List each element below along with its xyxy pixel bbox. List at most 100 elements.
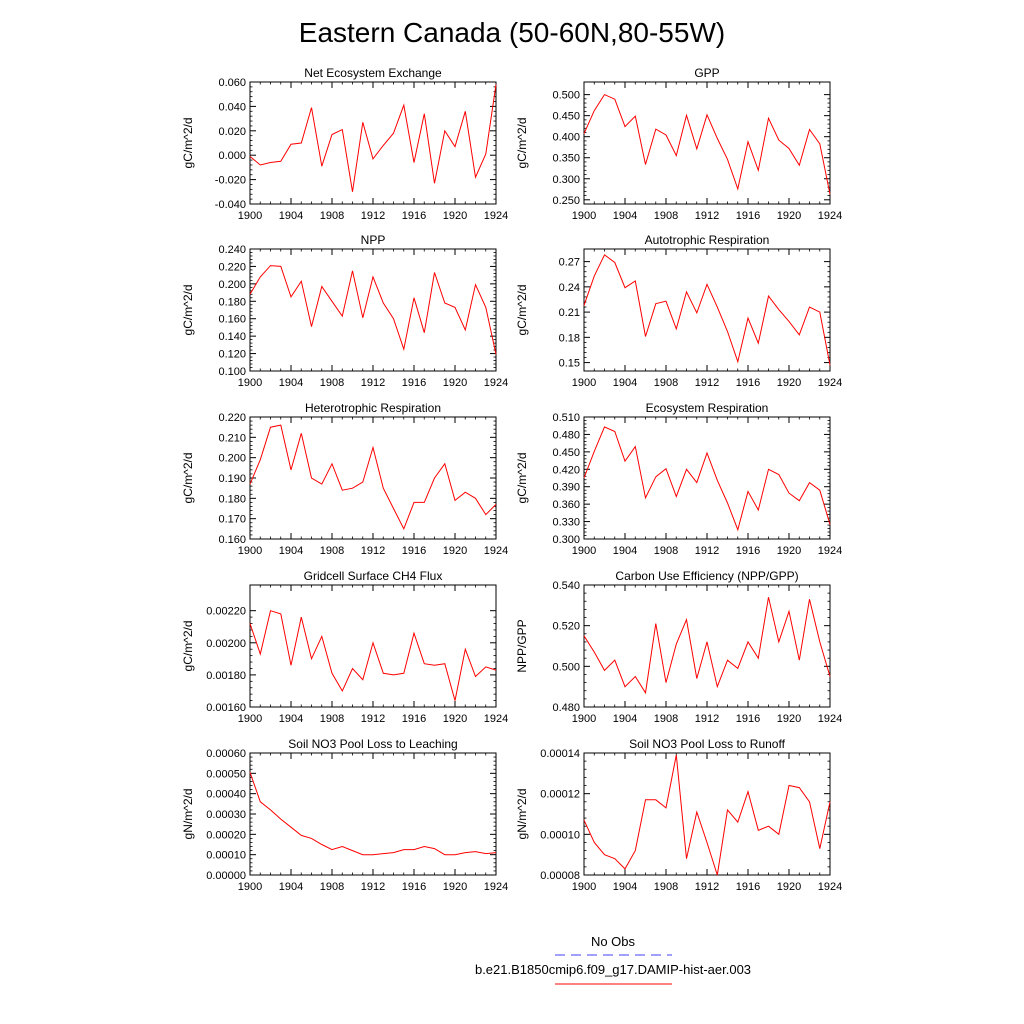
x-tick-label: 1900: [572, 881, 596, 893]
x-tick-label: 1912: [361, 545, 385, 557]
x-tick-label: 1924: [484, 545, 508, 557]
x-tick-label: 1924: [818, 881, 842, 893]
series-line: [249, 772, 497, 856]
y-tick-label: 0.300: [552, 174, 580, 186]
y-tick-label: 0.220: [218, 412, 246, 424]
x-tick-label: 1916: [402, 377, 426, 389]
x-tick-label: 1920: [777, 881, 801, 893]
x-tick-label: 1920: [777, 713, 801, 725]
x-tick-label: 1920: [443, 881, 467, 893]
y-axis-label: NPP/GPP: [515, 619, 529, 672]
chart-net-ecosystem-exchange: Net Ecosystem Exchange gC/m^2/d 1900 1904 19…: [181, 66, 508, 222]
x-tick-label: 1912: [695, 881, 719, 893]
y-tick-label: 0.200: [218, 453, 246, 465]
panel-title: Gridcell Surface CH4 Flux: [304, 569, 443, 583]
x-tick-label: 1904: [279, 545, 303, 557]
x-tick-label: 1904: [279, 377, 303, 389]
x-tick-label: 1916: [736, 881, 760, 893]
figure-title: Eastern Canada (50-60N,80-55W): [299, 17, 725, 48]
y-tick-label: 0.170: [218, 514, 246, 526]
y-tick-label: 0.21: [559, 307, 580, 319]
y-tick-label: 0.020: [218, 126, 246, 138]
x-tick-label: 1908: [654, 713, 678, 725]
x-tick-label: 1900: [572, 210, 596, 222]
x-tick-label: 1900: [238, 713, 262, 725]
x-tick-label: 1924: [484, 210, 508, 222]
series-line: [249, 265, 497, 355]
chart-heterotrophic-respiration: Heterotrophic Respiration gC/m^2/d 1900 190…: [181, 401, 508, 557]
x-tick-label: 1920: [777, 210, 801, 222]
x-tick-label: 1900: [238, 210, 262, 222]
x-tick-label: 1912: [361, 713, 385, 725]
y-tick-label: 0.500: [552, 661, 580, 673]
chart-carbon-use-efficiency-npp-gpp: Carbon Use Efficiency (NPP/GPP) NPP/GPP 19…: [515, 569, 842, 725]
x-tick-label: 1904: [279, 881, 303, 893]
series-line: [249, 610, 497, 701]
y-axis-label: gN/m^2/d: [515, 789, 529, 840]
y-tick-label: 0.190: [218, 473, 246, 485]
chart-gpp: GPP gC/m^2/d 1900 1904 1908 1912 1916 1920 1924 0…: [515, 66, 842, 222]
x-tick-label: 1912: [695, 713, 719, 725]
x-tick-label: 1920: [443, 377, 467, 389]
x-tick-label: 1920: [777, 377, 801, 389]
x-tick-label: 1904: [613, 377, 637, 389]
y-tick-label: 0.00010: [540, 829, 580, 841]
y-tick-label: 0.040: [218, 101, 246, 113]
x-tick-label: 1912: [361, 210, 385, 222]
x-tick-label: 1908: [654, 545, 678, 557]
x-tick-label: 1904: [613, 545, 637, 557]
panel-title: Heterotrophic Respiration: [305, 401, 441, 415]
x-tick-label: 1916: [402, 713, 426, 725]
y-tick-label: 0.00030: [206, 809, 246, 821]
panel-title: NPP: [361, 233, 386, 247]
x-tick-label: 1924: [818, 210, 842, 222]
y-tick-label: 0.360: [552, 499, 580, 511]
x-tick-label: 1916: [736, 377, 760, 389]
plot-frame: [583, 752, 831, 876]
x-tick-label: 1900: [572, 713, 596, 725]
series-line: [583, 93, 831, 195]
x-tick-label: 1900: [572, 545, 596, 557]
y-tick-label: 0.00060: [206, 748, 246, 760]
series-line: [249, 424, 497, 531]
x-tick-label: 1924: [484, 881, 508, 893]
y-tick-label: 0.060: [218, 77, 246, 89]
y-axis-label: gC/m^2/d: [515, 285, 529, 336]
panel-title: Ecosystem Respiration: [646, 401, 769, 415]
plot-frame: [249, 81, 497, 205]
y-tick-label: 0.00020: [206, 829, 246, 841]
y-tick-label: 0.140: [218, 331, 246, 343]
y-tick-label: 0.210: [218, 432, 246, 444]
series-line: [583, 754, 831, 876]
y-tick-label: 0.540: [552, 580, 580, 592]
y-tick-label: 0.24: [559, 282, 580, 294]
plot-frame: [583, 248, 831, 372]
legend: No Obs b.e21.B1850cmip6.f09_g17.DAMIP-hi…: [475, 934, 751, 985]
chart-soil-no3-pool-loss-to-leaching: Soil NO3 Pool Loss to Leaching gN/m^2/d 19…: [181, 737, 508, 893]
y-axis-label: gC/m^2/d: [515, 118, 529, 169]
y-tick-label: 0.180: [218, 296, 246, 308]
panel-title: Soil NO3 Pool Loss to Leaching: [288, 737, 457, 751]
y-tick-label: 0.00010: [206, 850, 246, 862]
x-tick-label: 1916: [736, 210, 760, 222]
y-tick-label: 0.00050: [206, 768, 246, 780]
y-tick-label: 0.27: [559, 257, 580, 269]
y-axis-label: gC/m^2/d: [181, 118, 195, 169]
y-tick-label: -0.020: [215, 175, 246, 187]
y-tick-label: 0.00200: [206, 638, 246, 650]
legend-label-model-run: b.e21.B1850cmip6.f09_g17.DAMIP-hist-aer.…: [475, 962, 751, 977]
series-line: [583, 254, 831, 366]
x-tick-label: 1908: [654, 881, 678, 893]
panel-title: Carbon Use Efficiency (NPP/GPP): [615, 569, 798, 583]
y-tick-label: 0.520: [552, 621, 580, 633]
y-axis-label: gC/m^2/d: [181, 621, 195, 672]
x-tick-label: 1924: [484, 713, 508, 725]
y-tick-label: 0.15: [559, 358, 580, 370]
legend-label-no-obs: No Obs: [591, 934, 636, 949]
x-tick-label: 1908: [320, 881, 344, 893]
y-axis-label: gC/m^2/d: [181, 453, 195, 504]
y-tick-label: 0.00040: [206, 789, 246, 801]
x-tick-label: 1916: [402, 210, 426, 222]
